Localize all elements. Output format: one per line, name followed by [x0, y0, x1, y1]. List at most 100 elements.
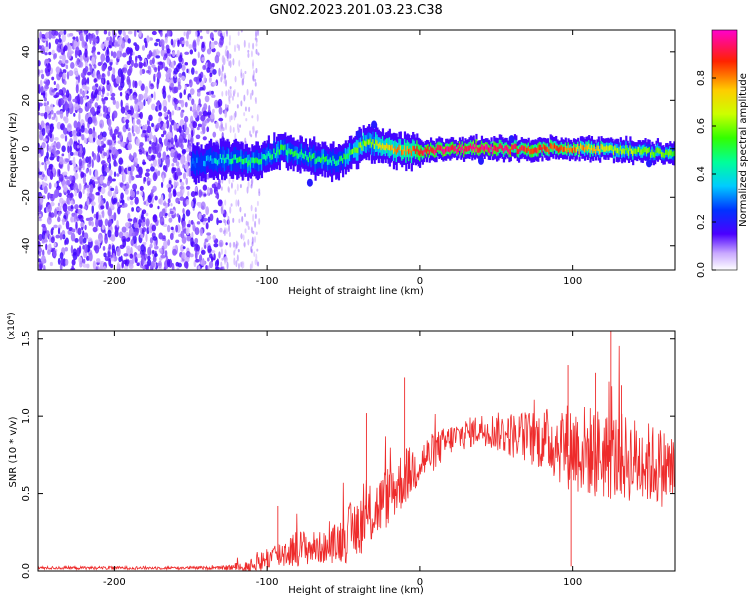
spectrogram-cell	[288, 148, 291, 154]
spectrogram-noise-cell	[80, 222, 84, 228]
spectrogram-cell	[563, 146, 566, 153]
spectrogram-noise-cell	[213, 209, 218, 213]
spectrogram-noise-cell	[162, 89, 167, 99]
spectrogram-noise-cell	[155, 38, 161, 42]
spectrogram-cell	[623, 148, 627, 155]
spectrogram-noise-cell	[119, 91, 123, 97]
spectrogram-cell	[442, 149, 445, 155]
spectrogram-noise-cell	[60, 258, 65, 266]
spectrogram-noise-cell	[148, 80, 152, 89]
spectrogram-noise-cell	[199, 77, 202, 82]
spectrogram-noise-cell	[61, 59, 66, 64]
spectrogram-noise-cell	[197, 51, 200, 59]
spectrogram-noise-cell	[167, 239, 171, 246]
spectrogram-cell	[586, 145, 589, 151]
spectrogram-cell	[407, 149, 411, 155]
spectrogram-cell	[588, 143, 591, 150]
spectrogram-noise-cell	[196, 104, 201, 112]
spectrogram-cell	[560, 145, 563, 151]
spectrogram-noise-cell	[250, 178, 253, 187]
spectrogram-noise-cell	[138, 166, 143, 176]
spectrogram-cell	[361, 145, 364, 151]
spectrogram-noise-cell	[89, 98, 94, 104]
spectrogram-noise-cell	[141, 45, 146, 51]
spectrogram-cell	[651, 149, 654, 155]
spectrogram-noise-cell	[38, 171, 43, 175]
spectrogram-noise-cell	[247, 226, 250, 231]
spectrogram-noise-cell	[112, 99, 116, 105]
spectrogram-noise-cell	[151, 224, 157, 232]
spectrogram-noise-cell	[199, 30, 203, 33]
spectrogram-noise-cell	[101, 224, 105, 231]
spectrogram-noise-cell	[67, 205, 71, 212]
spectrogram-noise-cell	[129, 95, 134, 101]
spectrogram-cell	[314, 158, 317, 165]
spectrogram-noise-cell	[254, 78, 257, 82]
spectrogram-noise-cell	[253, 251, 256, 257]
spectrogram-noise-cell	[214, 266, 220, 270]
spectrogram-noise-cell	[228, 177, 231, 185]
spectrogram-noise-cell	[78, 183, 82, 192]
spectrogram-cell	[590, 145, 594, 151]
spectrogram-noise-cell	[242, 234, 245, 241]
spectrogram-cell	[533, 148, 536, 154]
spectrogram-noise-cell	[103, 152, 108, 157]
spectrogram-cell	[469, 143, 473, 149]
spectrogram-cell	[497, 146, 500, 152]
spectrogram-noise-cell	[186, 185, 191, 190]
spectrogram-noise-cell	[132, 118, 135, 128]
spectrogram-noise-cell	[124, 111, 128, 116]
spectrogram-noise-cell	[43, 102, 47, 107]
spectrogram-cell	[634, 148, 638, 154]
spectrogram-noise-cell	[174, 134, 178, 143]
spectrogram-cell	[506, 146, 510, 153]
spectrogram-noise-cell	[133, 30, 137, 38]
spectrogram-noise-cell	[127, 38, 131, 44]
spectrogram-noise-cell	[106, 80, 110, 85]
spectrogram-noise-cell	[220, 206, 223, 215]
spectrogram-noise-cell	[238, 218, 241, 224]
spectrogram-cell	[495, 147, 499, 153]
spectrogram-noise-cell	[57, 211, 61, 217]
spectrogram-cell	[522, 145, 525, 151]
spectrogram-noise-cell	[252, 230, 255, 235]
spectrogram-cell	[527, 145, 530, 152]
spectrogram-cell	[329, 157, 332, 163]
spectrogram-cell	[418, 150, 422, 157]
spectrogram-noise-cell	[228, 99, 231, 105]
spectrogram-noise-cell	[124, 90, 130, 95]
spectrogram-noise-cell	[100, 204, 105, 210]
spectrogram-noise-cell	[129, 48, 134, 57]
spectrogram-cell	[216, 160, 220, 166]
spectrogram-noise-cell	[181, 64, 186, 71]
spectrogram-noise-cell	[164, 66, 169, 72]
spectrogram-noise-cell	[61, 33, 67, 43]
spectrogram-noise-cell	[146, 54, 151, 60]
spectrogram-cell	[435, 147, 438, 153]
spectrogram-cell	[666, 149, 669, 155]
spectrogram-cell	[645, 148, 649, 155]
spectrogram-noise-cell	[222, 127, 225, 132]
spectrogram-cell	[194, 162, 198, 168]
spectrogram-cell	[550, 143, 554, 149]
spectrogram-noise-cell	[147, 194, 152, 204]
spectrogram-noise-cell	[141, 210, 144, 220]
spectrogram-noise-cell	[227, 186, 230, 193]
spectrogram-cell	[237, 157, 240, 163]
spectrogram-noise-cell	[203, 103, 208, 111]
spectrogram-noise-cell	[220, 70, 223, 77]
spectrogram-cell	[480, 144, 484, 150]
spectrogram-noise-cell	[234, 110, 237, 118]
spectrogram-cell	[610, 144, 613, 151]
snr-series-line	[38, 345, 675, 571]
spectrogram-noise-cell	[120, 106, 126, 114]
spectrogram-noise-cell	[179, 178, 182, 183]
spectrogram-cell	[632, 150, 635, 156]
spectrogram-noise-cell	[111, 244, 115, 253]
spectrogram-noise-cell	[185, 147, 190, 153]
spectrogram-noise-cell	[132, 132, 136, 137]
spectrogram-noise-cell	[143, 61, 146, 68]
spectrogram-noise-cell	[154, 195, 158, 201]
spectrogram-cell	[583, 147, 587, 153]
spectrogram-noise-cell	[168, 179, 172, 186]
